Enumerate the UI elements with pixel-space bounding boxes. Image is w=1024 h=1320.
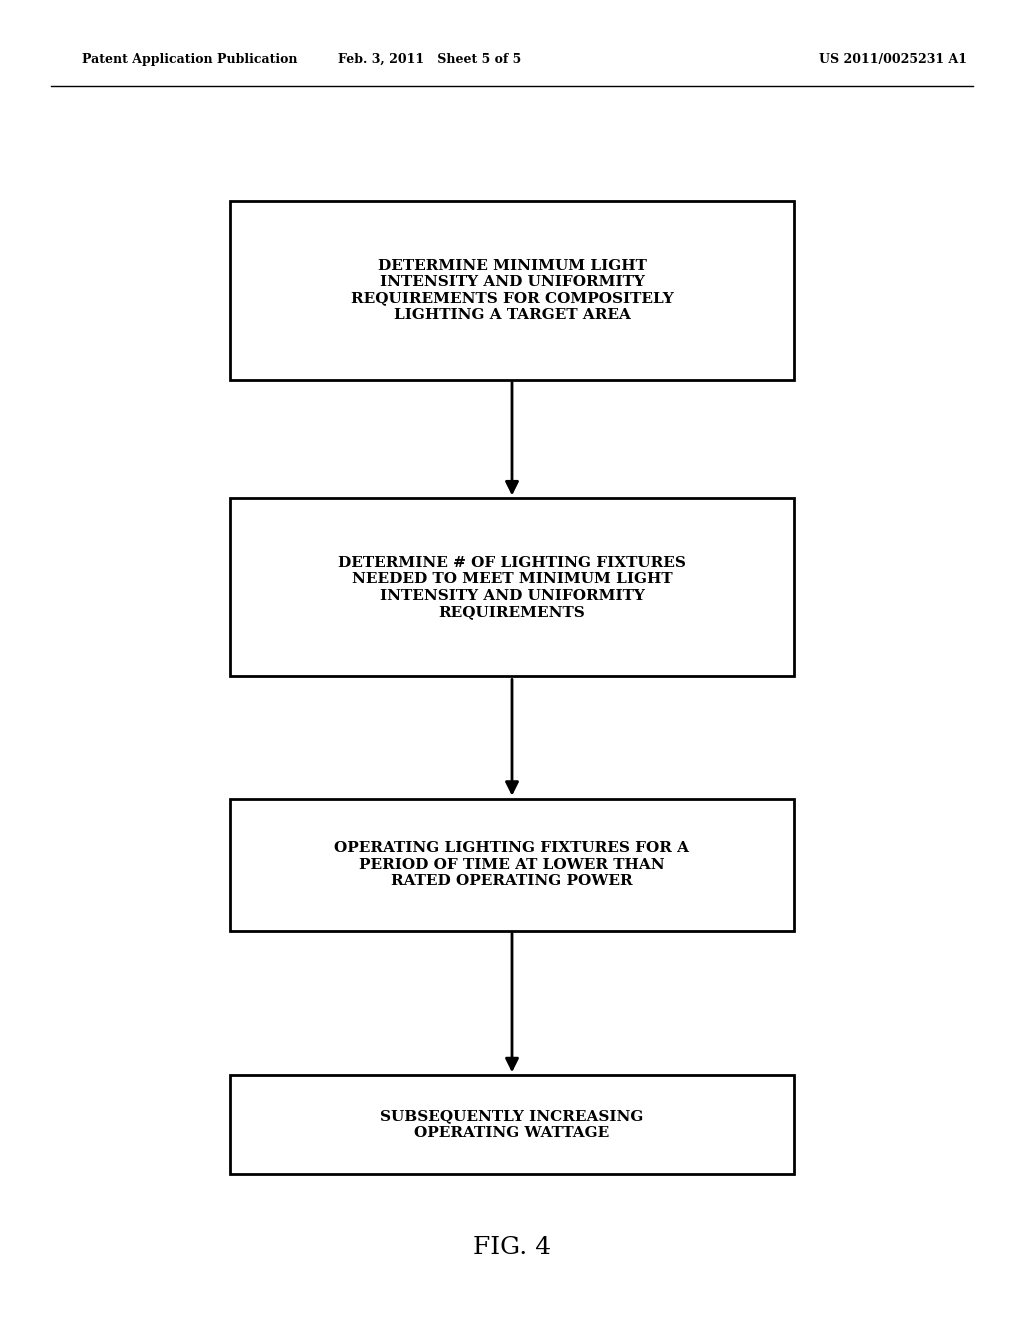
Text: DETERMINE # OF LIGHTING FIXTURES
NEEDED TO MEET MINIMUM LIGHT
INTENSITY AND UNIF: DETERMINE # OF LIGHTING FIXTURES NEEDED … [338, 556, 686, 619]
Text: US 2011/0025231 A1: US 2011/0025231 A1 [819, 53, 968, 66]
FancyBboxPatch shape [230, 799, 794, 931]
Text: DETERMINE MINIMUM LIGHT
INTENSITY AND UNIFORMITY
REQUIREMENTS FOR COMPOSITELY
LI: DETERMINE MINIMUM LIGHT INTENSITY AND UN… [350, 259, 674, 322]
Text: OPERATING LIGHTING FIXTURES FOR A
PERIOD OF TIME AT LOWER THAN
RATED OPERATING P: OPERATING LIGHTING FIXTURES FOR A PERIOD… [335, 841, 689, 888]
Text: FIG. 4: FIG. 4 [473, 1236, 551, 1259]
FancyBboxPatch shape [230, 1074, 794, 1175]
FancyBboxPatch shape [230, 201, 794, 380]
Text: SUBSEQUENTLY INCREASING
OPERATING WATTAGE: SUBSEQUENTLY INCREASING OPERATING WATTAG… [380, 1110, 644, 1139]
FancyBboxPatch shape [230, 498, 794, 676]
Text: Patent Application Publication: Patent Application Publication [82, 53, 297, 66]
Text: Feb. 3, 2011   Sheet 5 of 5: Feb. 3, 2011 Sheet 5 of 5 [339, 53, 521, 66]
